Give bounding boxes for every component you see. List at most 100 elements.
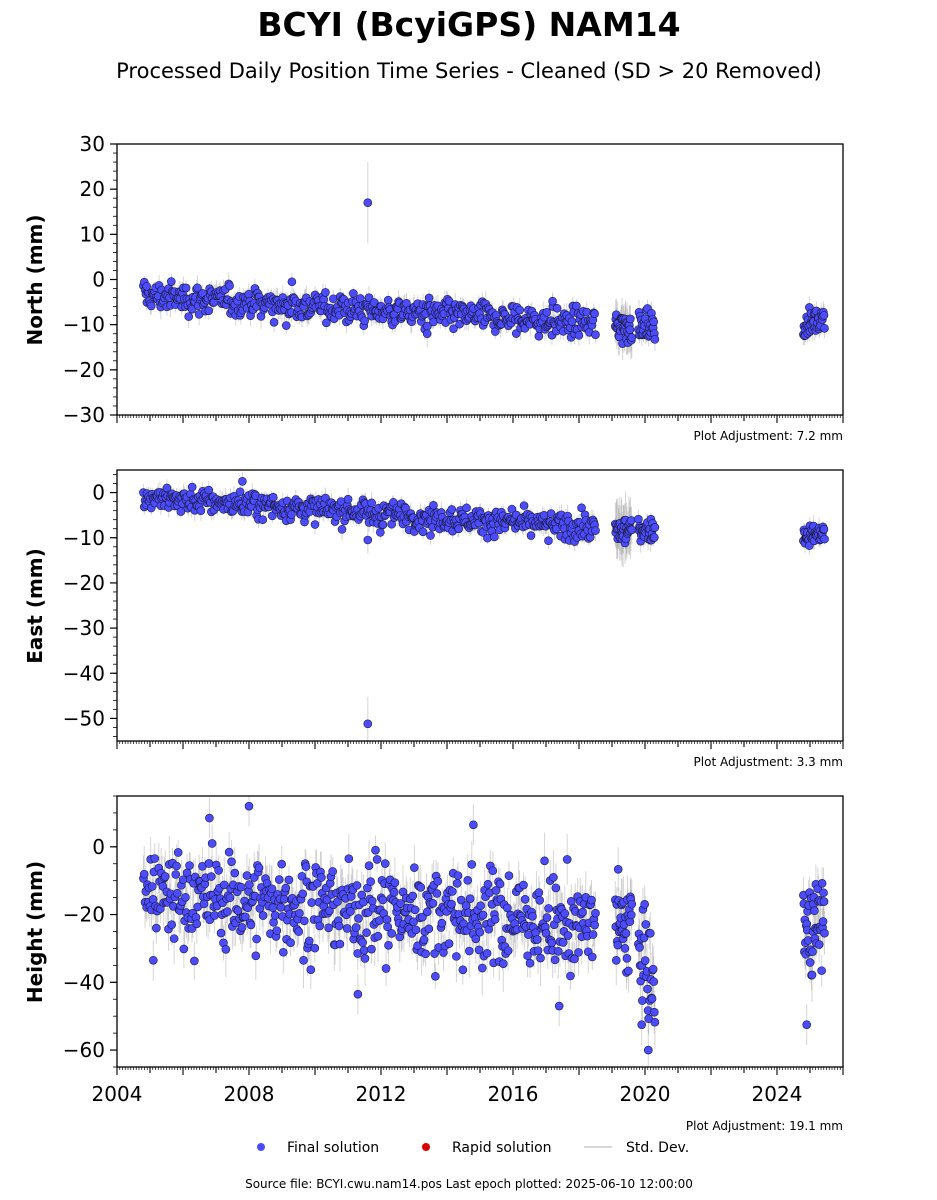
height-point (352, 881, 362, 890)
east-point (627, 525, 637, 535)
height-point (587, 952, 597, 962)
height-point (643, 984, 652, 994)
height-point (638, 996, 647, 1005)
height-point (808, 947, 817, 956)
north-point (204, 306, 214, 315)
north-point (184, 312, 193, 321)
height-point (627, 899, 637, 909)
x-tick-label: 2024 (752, 1082, 803, 1106)
height-point (817, 879, 827, 888)
height-point (807, 970, 817, 980)
height-point (344, 854, 354, 864)
height-point (300, 916, 309, 926)
height-point (640, 900, 649, 909)
height-point (817, 966, 826, 975)
height-point (478, 910, 488, 920)
height-point (411, 925, 421, 935)
height-point (270, 911, 280, 920)
height-point (297, 871, 307, 881)
north-data (139, 162, 829, 360)
north-point (369, 298, 379, 307)
height-point (277, 859, 286, 869)
height-point (488, 866, 498, 876)
height-point (328, 867, 337, 876)
height-point (252, 934, 261, 944)
height-point (281, 883, 291, 893)
height-point (524, 930, 533, 939)
height-point (254, 863, 264, 873)
height-point (410, 863, 419, 872)
height-point (588, 930, 598, 939)
height-ylabel: Height (mm) (23, 861, 47, 1003)
height-point (447, 899, 456, 909)
height-point (251, 951, 261, 961)
height-point (324, 923, 333, 933)
north-point (360, 316, 369, 326)
east-adjustment: Plot Adjustment: 3.3 mm (694, 755, 843, 769)
legend: Final solution Rapid solution Std. Dev. (257, 1140, 689, 1156)
height-point (298, 889, 308, 899)
height-point (190, 956, 199, 966)
height-point (325, 906, 334, 916)
height-point (284, 875, 294, 885)
north-point (590, 309, 599, 318)
height-point (139, 869, 149, 879)
height-point (805, 958, 815, 967)
east-point (591, 526, 600, 535)
height-point (387, 929, 396, 938)
height-point (452, 879, 462, 888)
east-point (367, 498, 376, 508)
height-point (562, 855, 572, 864)
height-point (646, 928, 655, 938)
height-point (453, 871, 463, 880)
east-point (544, 536, 553, 546)
east-point (819, 524, 829, 534)
height-point (167, 920, 177, 929)
height-point (169, 934, 179, 943)
east-point (507, 504, 517, 514)
east-point (539, 510, 549, 520)
north-ytick-label: 20 (80, 177, 105, 201)
north-frame (116, 143, 844, 416)
height-point (353, 989, 363, 999)
north-point (349, 289, 358, 298)
height-point (467, 860, 477, 869)
figure-subtitle: Processed Daily Position Time Series - C… (116, 59, 822, 83)
height-point (204, 859, 214, 868)
height-point (373, 931, 383, 941)
height-point (532, 935, 542, 944)
height-point (495, 879, 505, 889)
legend-std-label: Std. Dev. (626, 1140, 689, 1156)
x-tick-label: 2020 (620, 1082, 671, 1106)
height-point (286, 938, 295, 947)
height-point (444, 939, 454, 948)
north-point (424, 293, 434, 303)
height-point (553, 946, 563, 956)
height-point (566, 971, 575, 981)
height-point (245, 880, 254, 889)
height-point (372, 855, 382, 864)
height-point (550, 955, 560, 965)
north-point (820, 323, 829, 333)
height-point (364, 861, 374, 870)
height-point (351, 923, 361, 932)
x-tick-label: 2004 (92, 1082, 143, 1106)
height-point (647, 994, 657, 1004)
height-point (192, 919, 202, 929)
height-point (591, 908, 600, 918)
height-point (419, 935, 429, 945)
height-point (432, 889, 442, 898)
height-point (230, 868, 240, 878)
height-point (185, 861, 194, 870)
height-point (613, 940, 623, 950)
legend-rapid-marker (422, 1143, 430, 1151)
east-point (526, 531, 536, 540)
height-point (574, 948, 583, 957)
height-point (456, 895, 466, 905)
height-point (542, 913, 552, 922)
north-point (321, 288, 330, 297)
height-point (533, 946, 543, 955)
height-point (452, 952, 461, 961)
height-point (551, 883, 561, 893)
